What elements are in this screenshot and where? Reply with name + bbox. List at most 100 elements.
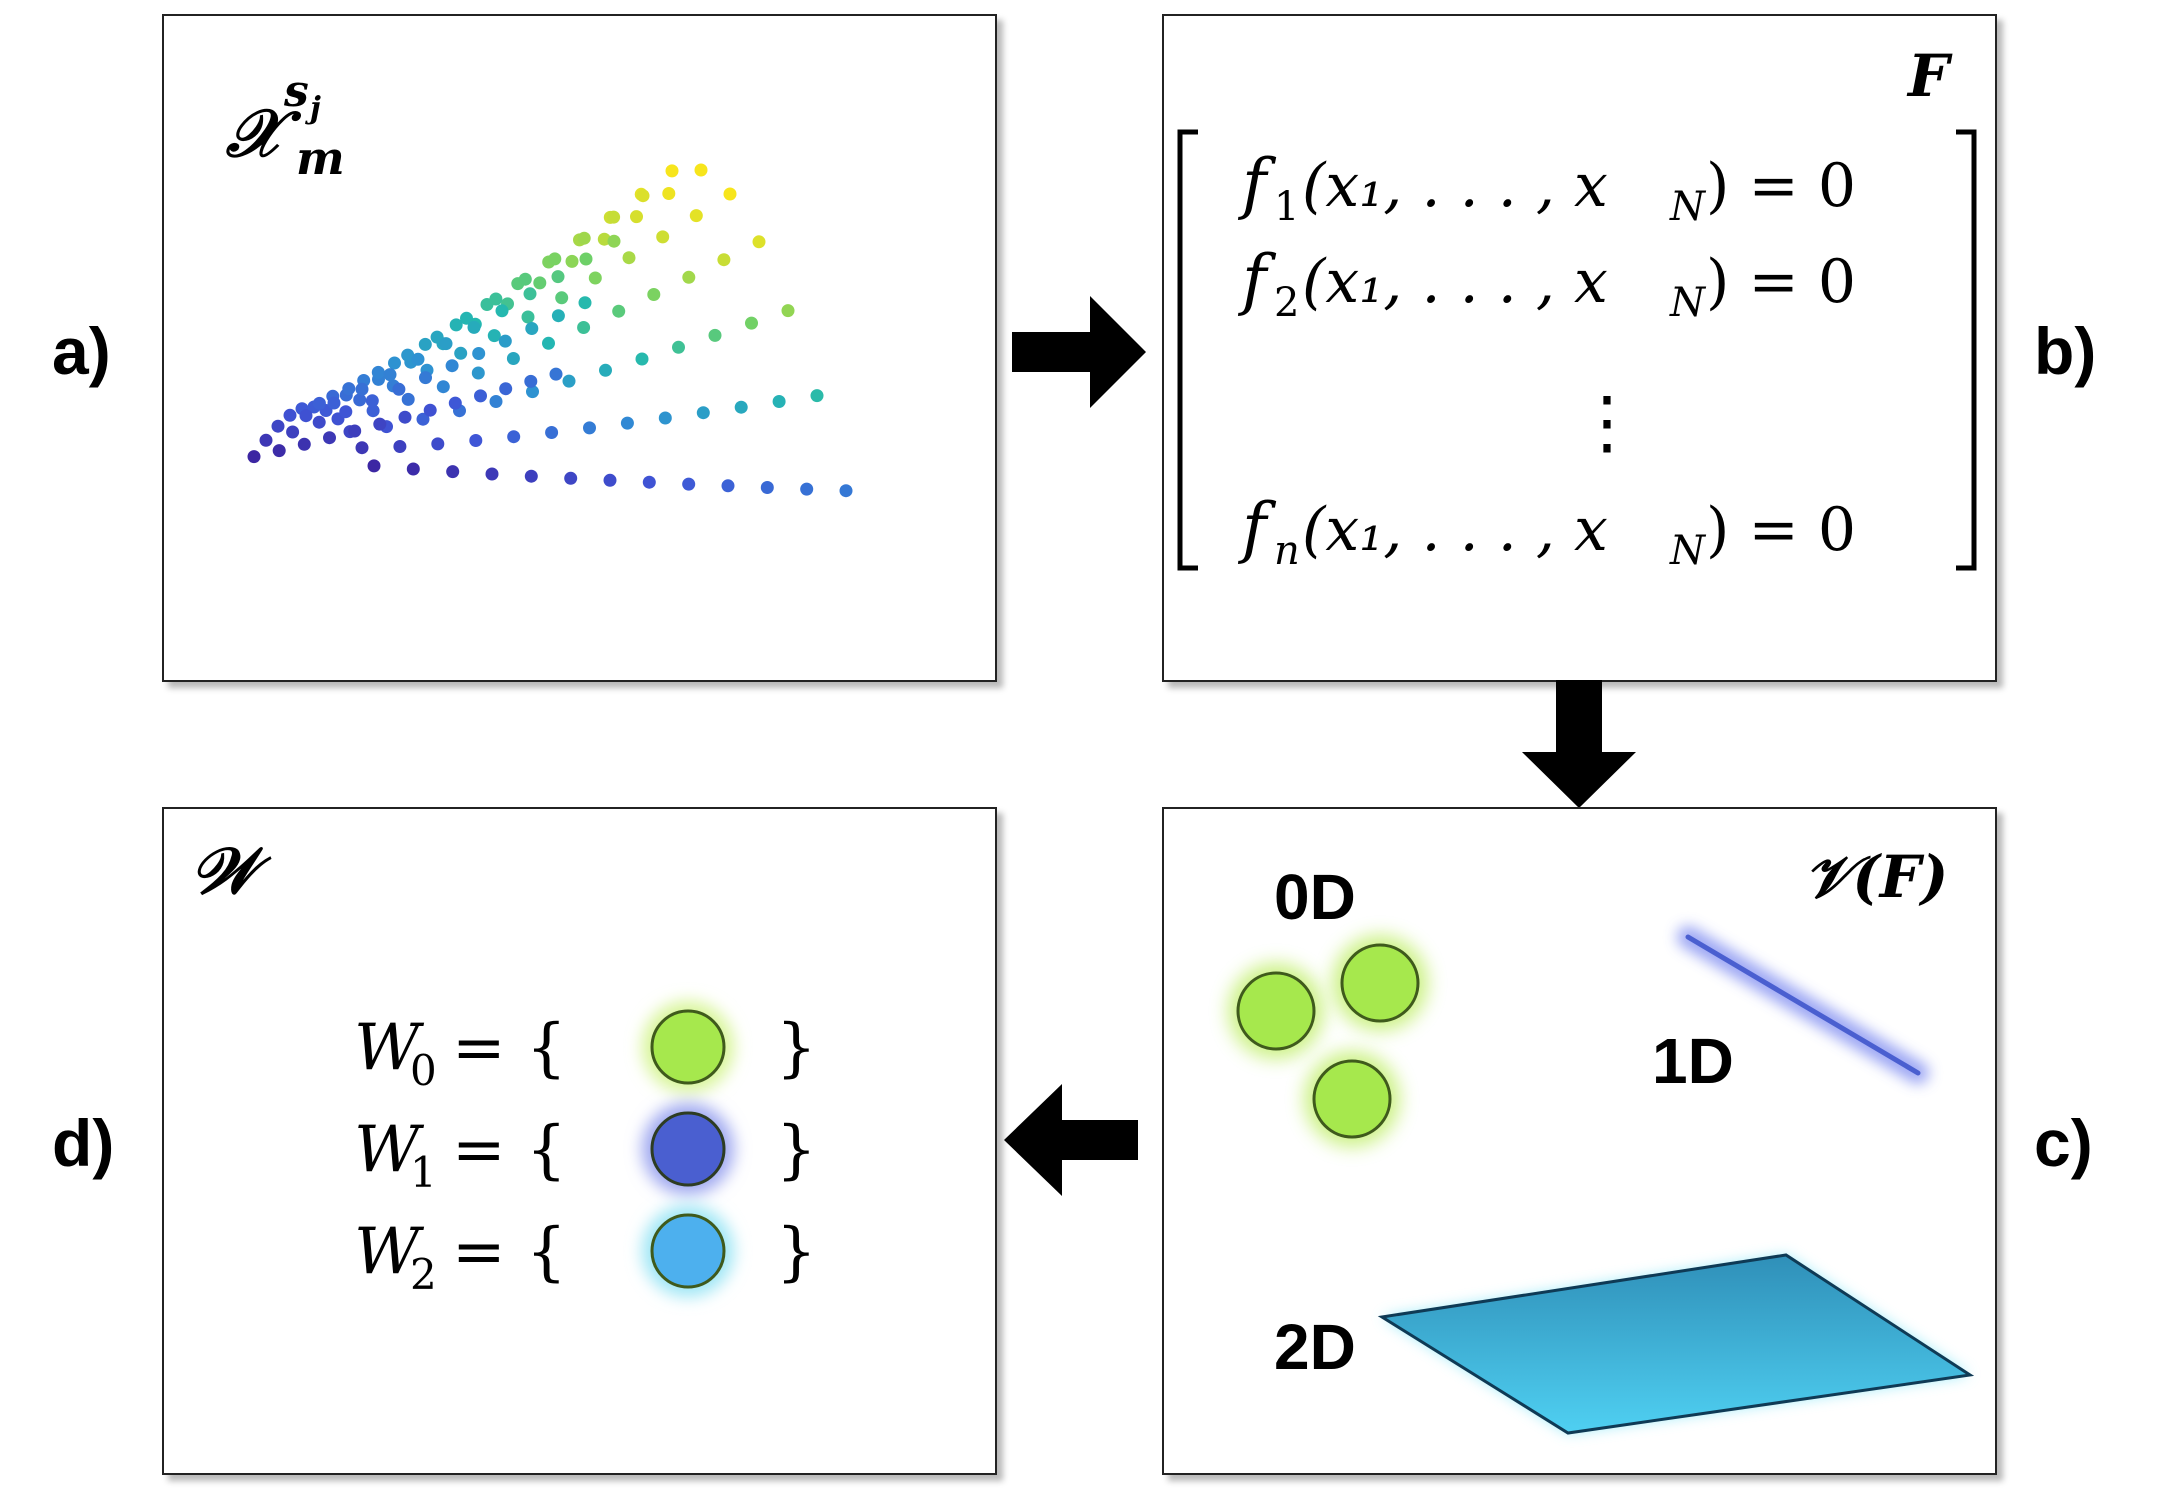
cloud-point: [411, 352, 425, 366]
cloud-point: [507, 430, 521, 444]
cloud-point: [469, 434, 483, 447]
dataset-superscript: s: [283, 66, 309, 117]
cloud-point: [423, 403, 437, 417]
cloud-point: [647, 288, 661, 301]
cloud-point: [393, 440, 407, 453]
cloud-point: [682, 477, 696, 491]
cloud-point: [564, 471, 578, 485]
cloud-point: [551, 309, 565, 323]
cloud-point: [622, 251, 636, 265]
panel-label-a: a): [52, 314, 111, 388]
cloud-point: [551, 270, 565, 284]
cloud-point: [636, 189, 650, 203]
cloud-point: [578, 296, 592, 310]
two-dim-surface: [1377, 1253, 1975, 1435]
isolated-point: [1236, 971, 1316, 1051]
cloud-point: [460, 311, 473, 325]
cloud-point: [577, 231, 591, 245]
panel-a-point-cloud: 𝒳 s j m: [162, 14, 997, 682]
cloud-point: [583, 421, 596, 435]
cloud-point: [271, 419, 285, 433]
cloud-point: [489, 395, 503, 408]
cloud-point: [518, 272, 532, 286]
witness-collection-symbol: 𝒲: [190, 834, 272, 909]
cloud-point: [672, 340, 685, 354]
set-open: = {: [452, 1011, 567, 1085]
witness-name: W: [354, 1113, 425, 1187]
cloud-point: [521, 310, 535, 324]
cloud-point: [656, 230, 670, 244]
panel-a-title: 𝒳 s j m: [225, 66, 345, 185]
zero-dim-points: [1228, 935, 1428, 1147]
cloud-point: [506, 352, 520, 365]
panel-label-c: c): [2034, 1106, 2093, 1180]
cloud-point: [419, 371, 432, 385]
cloud-point: [339, 405, 353, 419]
cloud-point: [348, 424, 362, 438]
cloud-point: [472, 347, 486, 360]
cloud-point: [607, 210, 621, 224]
cloud-point: [577, 321, 591, 334]
function-index: 1: [1274, 184, 1299, 230]
cloud-point: [471, 366, 485, 380]
set-close: }: [776, 1215, 817, 1289]
cloud-point: [612, 304, 626, 318]
cloud-point: [392, 382, 406, 396]
function-symbol: f: [1237, 241, 1277, 318]
cloud-point: [247, 450, 261, 464]
cloud-point: [299, 409, 313, 423]
cloud-point: [839, 484, 853, 498]
cloud-point: [524, 469, 538, 483]
cloud-point: [312, 415, 326, 429]
set-open: = {: [452, 1215, 567, 1289]
cloud-point: [548, 252, 562, 266]
cloud-point: [689, 209, 703, 223]
label-1d: 1D: [1652, 1025, 1734, 1097]
cloud-point: [533, 276, 547, 290]
witness-row-1: W 1 = { }: [354, 1103, 817, 1197]
cloud-point: [772, 395, 786, 408]
equation-system-svg: F f 1 (x₁, . . . , x N ) = 0 f 2 (x₁, . …: [1177, 42, 1977, 574]
point-cloud: [247, 163, 853, 498]
cloud-point: [542, 336, 555, 350]
cloud-point: [430, 330, 444, 344]
cloud-point: [406, 462, 420, 476]
cloud-point: [398, 410, 412, 424]
function-args: (x₁, . . . , x: [1302, 495, 1608, 565]
cloud-point: [745, 316, 758, 330]
equation-n: f n (x₁, . . . , x N ) = 0: [1237, 489, 1856, 574]
cloud-point: [708, 328, 722, 342]
cloud-point: [259, 433, 273, 447]
cloud-point: [588, 271, 602, 285]
cloud-point: [416, 412, 430, 426]
cloud-point: [545, 426, 559, 439]
args-index: N: [1669, 528, 1707, 574]
args-index: N: [1669, 280, 1707, 326]
equation-rhs: ) = 0: [1706, 495, 1856, 565]
cloud-point: [272, 444, 286, 458]
witness-index: 1: [410, 1148, 437, 1197]
cloud-point: [286, 425, 300, 439]
label-2d: 2D: [1274, 1311, 1356, 1383]
cloud-point: [448, 396, 462, 410]
cloud-point: [495, 304, 509, 318]
cloud-point: [607, 234, 621, 248]
witness-index: 2: [410, 1250, 437, 1299]
cloud-point: [721, 479, 735, 493]
equation-1: f 1 (x₁, . . . , x N ) = 0: [1237, 145, 1856, 230]
cloud-point: [439, 337, 453, 351]
witness-point: [650, 1009, 726, 1085]
arrow-down-icon: [1522, 680, 1636, 808]
cloud-point: [489, 292, 503, 306]
cloud-point: [723, 187, 737, 201]
cloud-point: [800, 482, 814, 496]
cloud-point: [373, 417, 387, 431]
cloud-point: [312, 396, 326, 410]
equation-2: f 2 (x₁, . . . , x N ) = 0: [1237, 241, 1856, 326]
cloud-point: [565, 254, 579, 268]
panel-label-d: d): [52, 1106, 115, 1180]
cloud-point: [630, 210, 643, 224]
set-open: = {: [452, 1113, 567, 1187]
cloud-point: [383, 368, 397, 382]
label-0d: 0D: [1274, 861, 1356, 933]
